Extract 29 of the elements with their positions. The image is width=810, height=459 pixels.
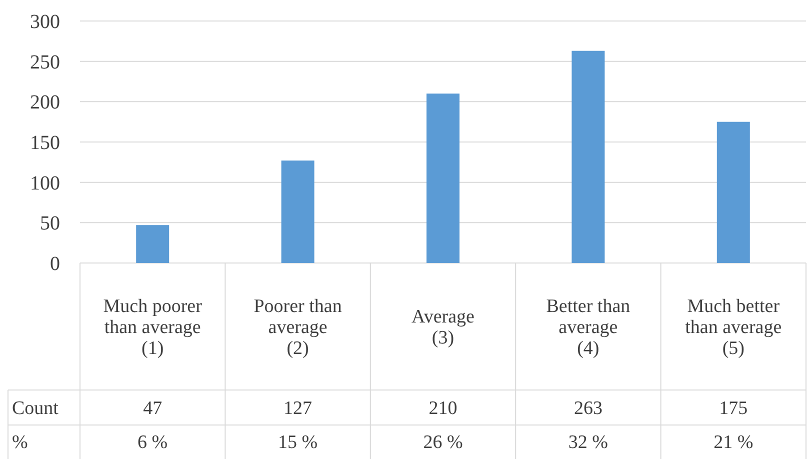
text: 32 % bbox=[568, 432, 608, 454]
y-tick-label: 100 bbox=[30, 172, 60, 194]
data-label: 210 bbox=[428, 398, 458, 420]
y-tick-label: 300 bbox=[30, 11, 60, 33]
text: 6 % bbox=[138, 432, 168, 454]
x-tick-label: Much better than average (5) bbox=[685, 296, 782, 360]
y-tick-label: 250 bbox=[30, 51, 60, 74]
text: % bbox=[12, 432, 28, 454]
data-label: 175 bbox=[719, 398, 748, 420]
bar bbox=[426, 94, 460, 263]
data-label: 47 bbox=[143, 398, 162, 420]
bar bbox=[136, 225, 170, 263]
x-tick-label: Much poorer than average (1) bbox=[103, 296, 203, 360]
data-label: 263 bbox=[574, 398, 602, 420]
x-tick-label: Average (3) bbox=[412, 306, 474, 349]
data-label: 127 bbox=[284, 398, 312, 420]
y-tick-label: 50 bbox=[40, 212, 60, 235]
bar bbox=[281, 160, 314, 263]
y-tick-label: 0 bbox=[50, 253, 60, 275]
bar bbox=[572, 50, 605, 263]
x-tick-label: Poorer than average (2) bbox=[254, 296, 342, 360]
text: 26 % bbox=[423, 432, 463, 454]
text: Count bbox=[12, 398, 60, 420]
text: 21 % bbox=[714, 432, 754, 454]
y-tick-label: 150 bbox=[30, 132, 60, 154]
bar bbox=[716, 122, 750, 263]
x-tick-label: Better than average (4) bbox=[546, 296, 631, 360]
y-tick-label: 200 bbox=[30, 92, 60, 114]
text: 15 % bbox=[278, 432, 318, 454]
